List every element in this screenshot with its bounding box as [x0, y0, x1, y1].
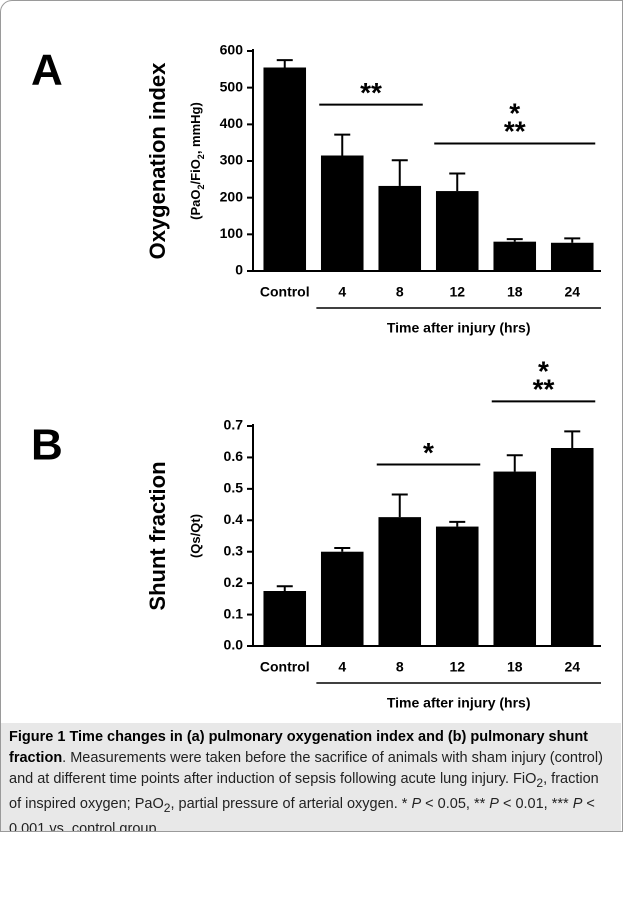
y-axis-unit-part: /FiO — [188, 159, 203, 184]
x-tick-label: Control — [260, 659, 310, 675]
caption-italic: P — [572, 795, 583, 812]
x-tick-label: 24 — [564, 659, 580, 675]
y-tick-label: 0.4 — [224, 511, 244, 527]
x-tick-label: 4 — [338, 659, 346, 675]
significance-stars: * ** — [504, 98, 526, 147]
caption-text: < 0.01, *** — [498, 795, 573, 812]
bar — [378, 185, 422, 271]
bar — [378, 517, 422, 646]
caption-text: . Measurements were taken before the sac… — [9, 750, 603, 787]
y-axis-unit: (PaO2/FiO2, mmHg) — [188, 102, 206, 220]
figure: A Oxygenation index (PaO2/FiO2, mmHg) 0 100 2… — [0, 0, 623, 832]
x-tick-label: 12 — [449, 284, 465, 300]
significance-stars: ** — [360, 77, 382, 108]
significance-stars: * — [423, 437, 434, 468]
x-tick-label: 18 — [507, 659, 523, 675]
x-tick-label: 4 — [338, 284, 346, 300]
bar — [493, 471, 537, 646]
y-tick-label: 0.1 — [224, 605, 244, 621]
y-tick-label: 0.0 — [224, 637, 244, 653]
y-tick-label: 0.2 — [224, 574, 244, 590]
bar — [493, 241, 537, 271]
caption-subscript: 2 — [163, 800, 171, 815]
caption-text: < 0.001 vs. control group. — [9, 795, 595, 832]
caption-body: . Measurements were taken before the sac… — [9, 750, 603, 832]
bar — [263, 67, 307, 271]
panel-label: A — [31, 46, 63, 95]
caption-label: Figure 1 — [9, 729, 66, 745]
caption-italic: P — [489, 795, 499, 812]
y-tick-label: 0 — [235, 262, 243, 278]
significance-stars: * ** — [533, 356, 555, 405]
bar — [263, 591, 307, 646]
y-tick-label: 300 — [220, 152, 244, 168]
x-tick-label: 18 — [507, 284, 523, 300]
y-tick-label: 0.3 — [224, 542, 244, 558]
y-axis-unit: (Qs/Qt) — [188, 514, 203, 558]
caption: Figure 1 Time changes in (a) pulmonary o… — [1, 723, 621, 831]
y-tick-label: 0.6 — [224, 448, 244, 464]
y-axis-unit-part: (Qs/Qt) — [188, 514, 203, 558]
caption-text: , partial pressure of arterial oxygen. * — [170, 795, 412, 812]
x-tick-label: 8 — [396, 284, 404, 300]
bar — [320, 155, 364, 271]
x-tick-label: Control — [260, 284, 310, 300]
caption-title: Time changes in (a) pulmonary oxygenatio… — [9, 729, 589, 766]
y-tick-label: 100 — [220, 225, 244, 241]
x-tick-label: 24 — [564, 284, 580, 300]
bar — [435, 526, 479, 646]
x-tick-label: 8 — [396, 659, 404, 675]
y-tick-label: 200 — [220, 188, 244, 204]
y-axis-title: Oxygenation index — [145, 62, 170, 260]
y-tick-label: 500 — [220, 78, 244, 94]
bar — [320, 551, 364, 646]
y-axis-title: Shunt fraction — [145, 461, 170, 610]
y-axis-unit-part: , mmHg) — [188, 102, 203, 154]
caption-text: < 0.05, ** — [421, 795, 490, 812]
chart: A Oxygenation index (PaO2/FiO2, mmHg)01002… — [31, 42, 601, 711]
bar — [550, 448, 594, 646]
y-tick-label: 0.5 — [224, 480, 244, 496]
panel-label: B — [31, 421, 63, 470]
caption-italic: P — [411, 795, 422, 812]
x-axis-title: Time after injury (hrs) — [387, 695, 531, 711]
caption-subscript: 2 — [536, 775, 544, 790]
y-tick-label: 600 — [220, 42, 244, 58]
bar — [435, 191, 479, 271]
bar — [550, 242, 594, 271]
y-axis-unit-part: 2 — [196, 154, 206, 159]
y-tick-label: 400 — [220, 115, 244, 131]
y-tick-label: 0.7 — [224, 417, 244, 433]
y-axis-unit-part: 2 — [196, 184, 206, 189]
x-axis-title: Time after injury (hrs) — [387, 320, 531, 336]
caption-text: , fraction of inspired oxygen; PaO — [9, 771, 599, 812]
x-tick-label: 12 — [449, 659, 465, 675]
y-axis-unit-part: (PaO — [188, 189, 203, 219]
